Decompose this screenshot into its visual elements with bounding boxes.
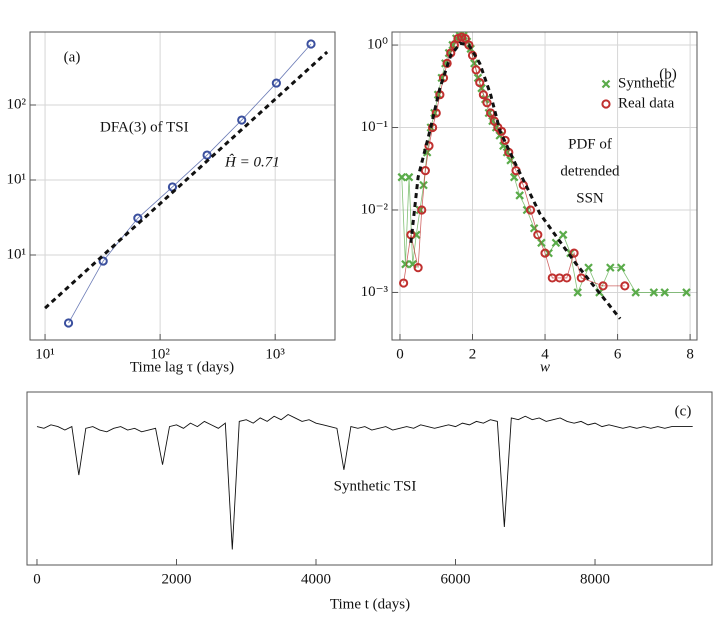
marker xyxy=(417,205,427,215)
marker xyxy=(478,90,488,100)
annotation: (c) xyxy=(675,403,692,419)
x-axis-label: Time lag τ (days) xyxy=(130,359,234,375)
marker xyxy=(660,288,670,297)
x-tick-label: 10² xyxy=(150,346,170,362)
marker xyxy=(500,135,510,145)
x-tick-label: 8000 xyxy=(580,571,610,587)
marker xyxy=(63,318,74,328)
annotation: detrended xyxy=(560,163,620,179)
marker xyxy=(488,116,497,126)
x-axis-label: Time t (days) xyxy=(330,596,410,612)
x-tick-label: 2 xyxy=(469,346,477,362)
marker xyxy=(484,108,494,118)
marker xyxy=(448,40,457,50)
marker xyxy=(413,263,423,273)
annotation: (a) xyxy=(64,49,81,65)
y-tick-label: 10⁻¹ xyxy=(361,119,388,135)
marker xyxy=(682,288,691,297)
series-line xyxy=(36,413,693,550)
y-tick-label: 10¹ xyxy=(7,246,27,262)
x-tick-label: 6 xyxy=(614,346,622,362)
marker xyxy=(271,78,281,88)
series-line xyxy=(68,43,312,324)
plot-frame xyxy=(26,391,713,566)
fit-line xyxy=(44,50,329,310)
marker xyxy=(460,33,470,44)
marker xyxy=(562,273,572,283)
x-tick-label: 0 xyxy=(396,346,404,362)
marker xyxy=(475,78,485,88)
x-tick-label: 8 xyxy=(686,346,694,362)
marker xyxy=(401,259,410,269)
marker xyxy=(569,248,579,258)
annotation: SSN xyxy=(576,190,604,206)
marker xyxy=(631,288,640,297)
marker xyxy=(473,73,483,83)
series-line xyxy=(403,36,625,287)
marker xyxy=(540,248,550,258)
marker xyxy=(573,288,582,297)
legend-marker xyxy=(601,79,611,89)
x-tick-label: 4 xyxy=(541,346,549,362)
marker xyxy=(616,263,626,272)
x-tick-label: 10¹ xyxy=(35,346,55,362)
plot-frame xyxy=(29,31,336,341)
marker xyxy=(584,263,593,272)
marker xyxy=(399,278,409,288)
y-tick-label: 10² xyxy=(7,96,27,112)
marker xyxy=(620,281,630,291)
marker xyxy=(533,230,543,240)
x-tick-label: 10³ xyxy=(265,346,285,362)
marker xyxy=(306,39,316,49)
marker xyxy=(98,256,108,266)
marker xyxy=(419,180,428,190)
marker xyxy=(420,166,430,176)
fit-line xyxy=(409,41,622,320)
marker xyxy=(576,273,586,283)
marker xyxy=(404,172,414,182)
marker xyxy=(598,281,608,291)
x-tick-label: 6000 xyxy=(441,571,471,587)
marker xyxy=(496,126,507,136)
annotation: PDF of xyxy=(568,136,612,152)
marker xyxy=(515,191,524,200)
annotation: DFA(3) of TSI xyxy=(100,119,189,135)
legend-label: Real data xyxy=(618,95,675,111)
legend-label: Synthetic xyxy=(618,75,675,91)
marker xyxy=(237,115,247,125)
marker xyxy=(471,65,481,75)
y-tick-label: 10⁻² xyxy=(361,201,389,217)
marker xyxy=(424,141,434,151)
plot-area xyxy=(44,39,329,328)
x-tick-label: 0 xyxy=(33,571,41,587)
marker xyxy=(525,205,536,215)
annotation: Ĥ = 0.71 xyxy=(224,153,280,170)
y-tick-label: 10⁻³ xyxy=(361,284,389,300)
marker xyxy=(606,263,615,272)
x-axis-label: w xyxy=(540,359,550,375)
marker xyxy=(397,172,407,182)
marker xyxy=(133,213,143,223)
marker xyxy=(464,40,474,50)
marker xyxy=(482,98,492,108)
x-tick-label: 4000 xyxy=(301,571,331,587)
y-tick-label: 10¹ xyxy=(7,171,27,187)
y-tick-label: 10⁰ xyxy=(367,36,388,52)
plot-frame xyxy=(391,31,698,341)
marker xyxy=(649,288,659,297)
marker xyxy=(537,238,546,248)
marker xyxy=(558,230,568,240)
plot-area xyxy=(397,32,691,320)
legend-marker xyxy=(601,99,611,109)
annotation: (b) xyxy=(659,66,677,82)
x-tick-label: 2000 xyxy=(161,571,191,587)
plot-area xyxy=(36,413,693,550)
annotation: Synthetic TSI xyxy=(334,478,417,494)
marker xyxy=(202,150,212,160)
